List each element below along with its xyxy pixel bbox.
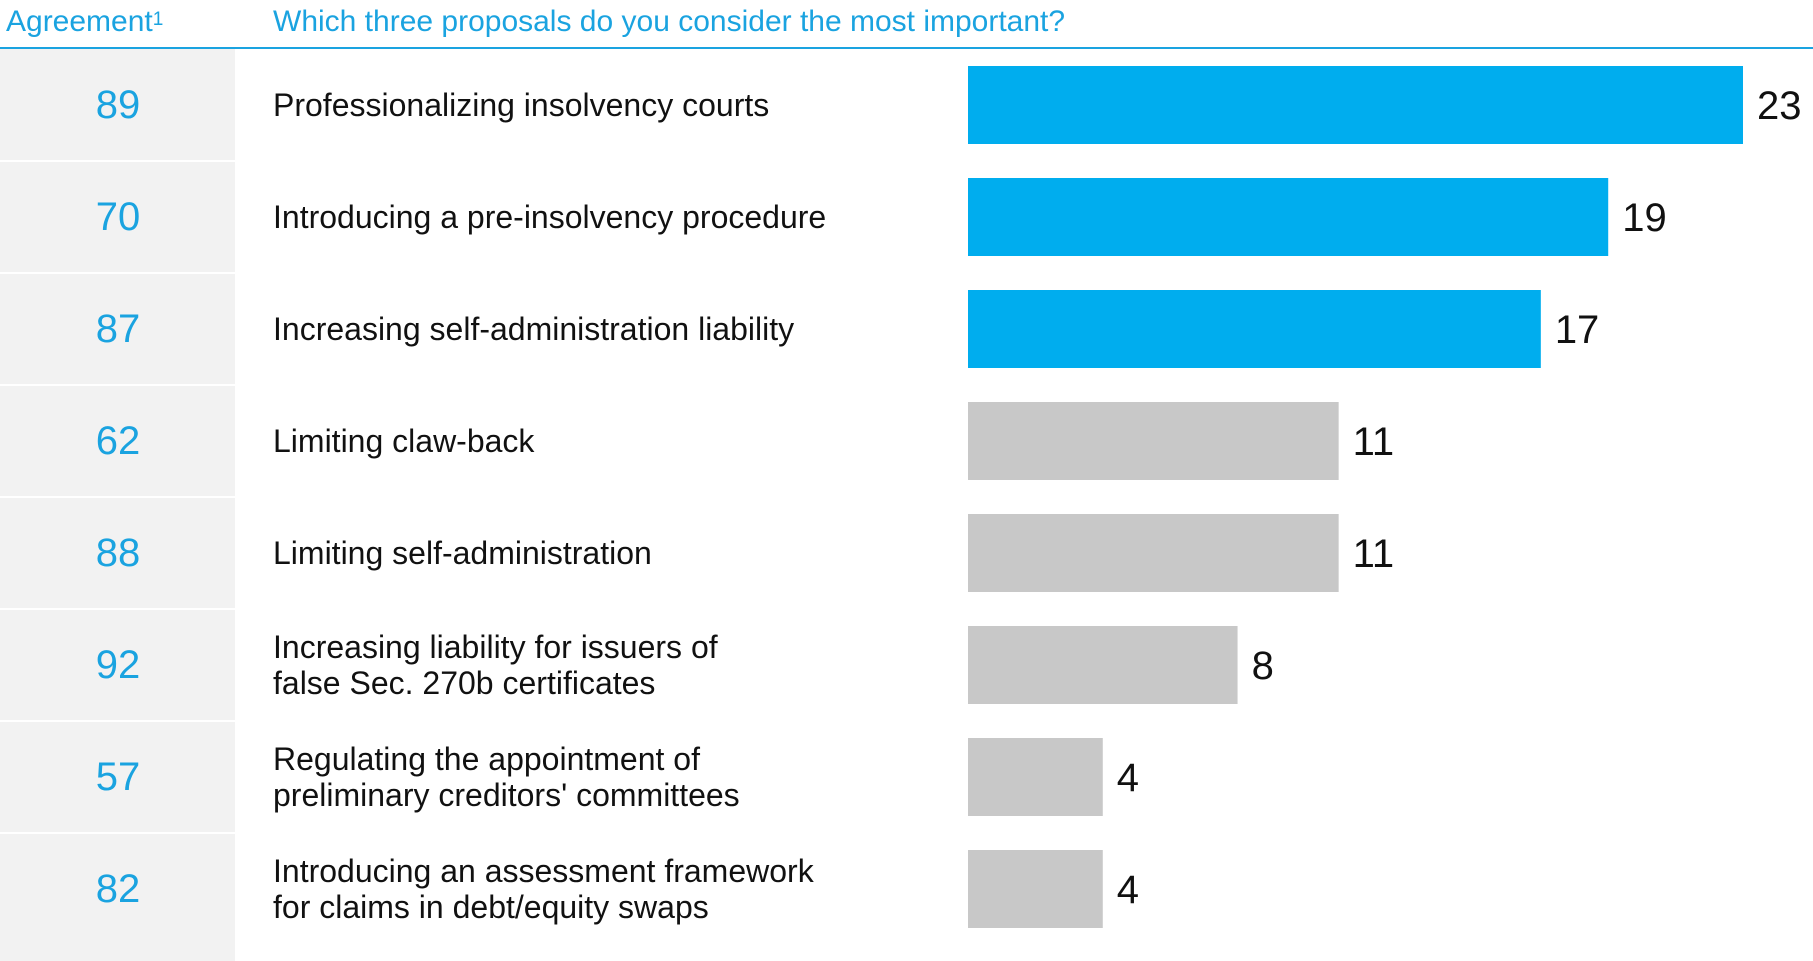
category-label: Introducing an assessment framework	[273, 853, 815, 889]
bar	[968, 402, 1339, 480]
agreement-value: 89	[96, 83, 141, 127]
category-label: Regulating the appointment of	[273, 741, 700, 777]
bar-value-label: 17	[1555, 308, 1600, 352]
category-label: for claims in debt/equity swaps	[273, 889, 709, 925]
chart-question-title: Which three proposals do you consider th…	[273, 5, 1066, 38]
bar-value-label: 8	[1252, 644, 1274, 688]
bar	[968, 738, 1103, 816]
category-label: Introducing a pre-insolvency procedure	[273, 199, 826, 235]
bar-value-label: 23	[1757, 84, 1802, 128]
bar	[968, 290, 1541, 368]
bar	[968, 626, 1238, 704]
agreement-row-divider	[0, 272, 235, 274]
agreement-row-divider	[0, 720, 235, 722]
bar	[968, 514, 1339, 592]
bar	[968, 850, 1103, 928]
agreement-panel	[0, 49, 235, 961]
agreement-value: 62	[96, 419, 141, 463]
agreement-value: 92	[96, 643, 141, 687]
agreement-footnote-marker: 1	[152, 9, 164, 30]
bar-value-label: 11	[1353, 532, 1395, 576]
agreement-value: 82	[96, 867, 141, 911]
agreement-row-divider	[0, 832, 235, 834]
bar-value-label: 19	[1622, 196, 1667, 240]
bar-value-label: 4	[1117, 756, 1139, 800]
agreement-value: 57	[96, 755, 141, 799]
agreement-row-divider	[0, 384, 235, 386]
category-label: Professionalizing insolvency courts	[273, 87, 769, 123]
bar	[968, 178, 1609, 256]
agreement-row-divider	[0, 496, 235, 498]
agreement-header-label: Agreement	[6, 5, 153, 38]
category-label: false Sec. 270b certificates	[273, 665, 655, 701]
header-divider	[0, 47, 1813, 49]
bar	[968, 66, 1743, 144]
category-label: Limiting claw-back	[273, 423, 535, 459]
category-label: Increasing liability for issuers of	[273, 629, 718, 665]
category-label: preliminary creditors' committees	[273, 777, 740, 813]
agreement-value: 87	[96, 307, 141, 351]
agreement-value: 88	[96, 531, 141, 575]
agreement-header: Agreement1	[6, 4, 163, 40]
category-label: Increasing self-administration liability	[273, 311, 794, 347]
agreement-row-divider	[0, 608, 235, 610]
agreement-row-divider	[0, 160, 235, 162]
bar-value-label: 11	[1353, 420, 1395, 464]
agreement-value: 70	[96, 195, 141, 239]
category-label: Limiting self-administration	[273, 535, 652, 571]
bar-value-label: 4	[1117, 868, 1139, 912]
